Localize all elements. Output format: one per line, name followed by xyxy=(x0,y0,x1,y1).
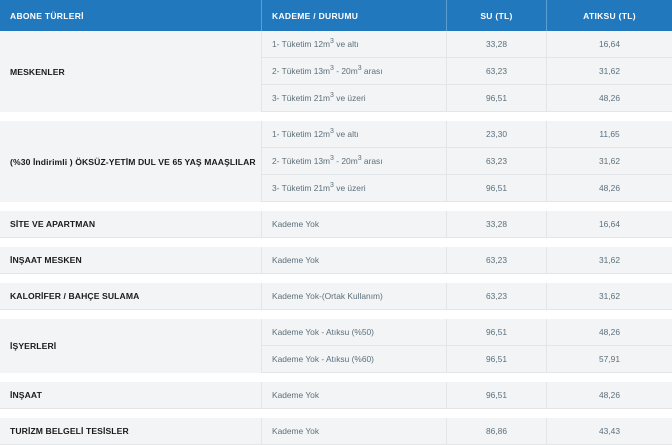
group-spacer-cell xyxy=(0,274,672,283)
wastewater-price-cell: 48,26 xyxy=(547,85,672,112)
tier-cell: Kademe Yok - Atıksu (%60) xyxy=(262,346,447,373)
table-row: TURİZM BELGELİ TESİSLER Kademe Yok 86,86 43… xyxy=(0,418,672,445)
group-spacer-cell xyxy=(0,238,672,247)
table-row: SİTE VE APARTMAN Kademe Yok 33,28 16,64 xyxy=(0,211,672,238)
group-spacer xyxy=(0,238,672,247)
water-price-cell: 33,28 xyxy=(447,211,547,238)
header-row: ABONE TÜRLERİ KADEME / DURUMU SU (TL) AT… xyxy=(0,0,672,31)
group-spacer-cell xyxy=(0,202,672,211)
tier-cell: 2- Tüketim 13m3 - 20m3 arası xyxy=(262,148,447,175)
group-spacer xyxy=(0,202,672,211)
water-price-cell: 96,51 xyxy=(447,175,547,202)
wastewater-price-cell: 43,43 xyxy=(547,418,672,445)
subscriber-type-cell: İNŞAAT xyxy=(0,382,262,409)
wastewater-price-cell: 16,64 xyxy=(547,31,672,58)
subscriber-type-cell: TURİZM BELGELİ TESİSLER xyxy=(0,418,262,445)
tier-cell: 3- Tüketim 21m3 ve üzeri xyxy=(262,175,447,202)
group-spacer-cell xyxy=(0,310,672,319)
water-price-cell: 96,51 xyxy=(447,85,547,112)
tier-cell: Kademe Yok xyxy=(262,247,447,274)
table-row: MESKENLER 1- Tüketim 12m3 ve altı 33,28 16,… xyxy=(0,31,672,112)
group-spacer xyxy=(0,373,672,382)
wastewater-price-cell: 48,26 xyxy=(547,319,672,346)
water-price-cell: 63,23 xyxy=(447,283,547,310)
tier-cell: Kademe Yok-(Ortak Kullanım) xyxy=(262,283,447,310)
water-price-cell: 33,28 xyxy=(447,31,547,58)
table-row: İŞYERLERİ Kademe Yok - Atıksu (%50) 96,51 4… xyxy=(0,319,672,373)
tier-cell: Kademe Yok xyxy=(262,418,447,445)
tier-cell: 2- Tüketim 13m3 - 20m3 arası xyxy=(262,58,447,85)
group-spacer xyxy=(0,112,672,121)
water-price-cell: 63,23 xyxy=(447,148,547,175)
table-row: Kademe Yok - Atıksu (%60) 96,51 57,91 xyxy=(0,346,672,373)
wastewater-price-cell: 16,64 xyxy=(547,211,672,238)
tier-cell: Kademe Yok - Atıksu (%50) xyxy=(262,319,447,346)
table-row: KALORİFER / BAHÇE SULAMA Kademe Yok-(Orta… xyxy=(0,283,672,310)
group-spacer xyxy=(0,310,672,319)
subscriber-type-cell: KALORİFER / BAHÇE SULAMA xyxy=(0,283,262,310)
water-price-cell: 63,23 xyxy=(447,58,547,85)
column-header-wastewater-price: ATIKSU (TL) xyxy=(547,0,672,31)
tier-cell: 1- Tüketim 12m3 ve altı xyxy=(262,31,447,58)
wastewater-price-cell: 31,62 xyxy=(547,148,672,175)
tier-cell: 3- Tüketim 21m3 ve üzeri xyxy=(262,85,447,112)
wastewater-price-cell: 31,62 xyxy=(547,58,672,85)
table-row: 2- Tüketim 13m3 - 20m3 arası 63,23 31,62 xyxy=(0,58,672,85)
column-header-subscriber-type: ABONE TÜRLERİ xyxy=(0,0,262,31)
subscriber-type-cell: SİTE VE APARTMAN xyxy=(0,211,262,238)
table-header: ABONE TÜRLERİ KADEME / DURUMU SU (TL) AT… xyxy=(0,0,672,31)
subscriber-type-cell: (%30 İndirimli ) ÖKSÜZ-YETİM DUL VE 65 Y… xyxy=(0,121,262,202)
subscriber-type-cell: MESKENLER xyxy=(0,31,262,112)
group-spacer-cell xyxy=(0,409,672,418)
group-spacer xyxy=(0,274,672,283)
wastewater-price-cell: 48,26 xyxy=(547,175,672,202)
tier-cell: 1- Tüketim 12m3 ve altı xyxy=(262,121,447,148)
tier-cell: Kademe Yok xyxy=(262,382,447,409)
table-row: 2- Tüketim 13m3 - 20m3 arası 63,23 31,62 xyxy=(0,148,672,175)
group-spacer-cell xyxy=(0,112,672,121)
wastewater-price-cell: 48,26 xyxy=(547,382,672,409)
water-price-cell: 96,51 xyxy=(447,346,547,373)
wastewater-price-cell: 31,62 xyxy=(547,247,672,274)
table-row: (%30 İndirimli ) ÖKSÜZ-YETİM DUL VE 65 Y… xyxy=(0,121,672,202)
table-body: MESKENLER 1- Tüketim 12m3 ve altı 33,28 16,… xyxy=(0,31,672,445)
subscriber-type-cell: İNŞAAT MESKEN xyxy=(0,247,262,274)
column-header-water-price: SU (TL) xyxy=(447,0,547,31)
wastewater-price-cell: 11,65 xyxy=(547,121,672,148)
water-price-cell: 86,86 xyxy=(447,418,547,445)
group-spacer-cell xyxy=(0,373,672,382)
table-row: 3- Tüketim 21m3 ve üzeri 96,51 48,26 xyxy=(0,175,672,202)
water-price-cell: 96,51 xyxy=(447,319,547,346)
subscriber-type-cell: İŞYERLERİ xyxy=(0,319,262,373)
column-header-tier-status: KADEME / DURUMU xyxy=(262,0,447,31)
water-price-cell: 63,23 xyxy=(447,247,547,274)
wastewater-price-cell: 57,91 xyxy=(547,346,672,373)
table-row: İNŞAAT Kademe Yok 96,51 48,26 xyxy=(0,382,672,409)
tier-cell: Kademe Yok xyxy=(262,211,447,238)
table-row: 3- Tüketim 21m3 ve üzeri 96,51 48,26 xyxy=(0,85,672,112)
group-spacer xyxy=(0,409,672,418)
water-price-cell: 96,51 xyxy=(447,382,547,409)
water-price-cell: 23,30 xyxy=(447,121,547,148)
table-row: İNŞAAT MESKEN Kademe Yok 63,23 31,62 xyxy=(0,247,672,274)
wastewater-price-cell: 31,62 xyxy=(547,283,672,310)
